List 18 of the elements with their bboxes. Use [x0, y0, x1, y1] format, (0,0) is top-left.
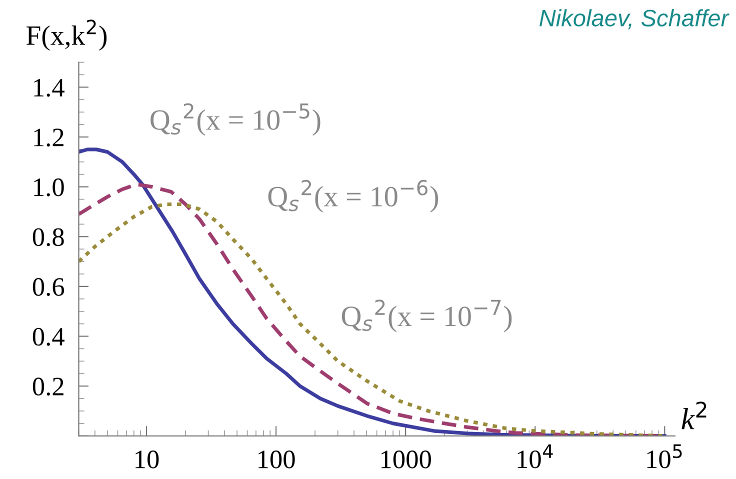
x-tick-label: 1000	[382, 450, 431, 468]
y-tick-label: 0.8	[32, 228, 64, 246]
x-tick-label: 100	[258, 450, 295, 468]
text: Nikolaev, Schaffer	[540, 9, 730, 30]
y-tick-label: 1.2	[34, 128, 64, 147]
y-axis-title: F(x,k$^{2}$)	[26, 20, 107, 51]
x-tick-label: 10	[136, 450, 159, 468]
y-tick-label: 1.0	[34, 178, 64, 196]
y-tick-label: 0.4	[32, 328, 64, 346]
y-tick-label: 1.4	[34, 78, 64, 97]
annotation: Q$_{s}$$^{2}$(x = 10$^{−6}$)	[268, 180, 438, 212]
y-tick-label: 0.6	[32, 278, 64, 296]
x-tick-label: 10$^{4}$	[518, 444, 553, 468]
annotation: Q$_{s}$$^{2}$(x = 10$^{−5}$)	[150, 103, 320, 136]
x-tick-label: 10$^{5}$	[647, 444, 682, 468]
y-tick-label: 0.2	[32, 378, 64, 396]
x-axis-title: k$^{2}$	[682, 402, 706, 430]
annotation: Q$_{s}$$^{2}$(x = 10$^{−7}$)	[342, 300, 512, 332]
